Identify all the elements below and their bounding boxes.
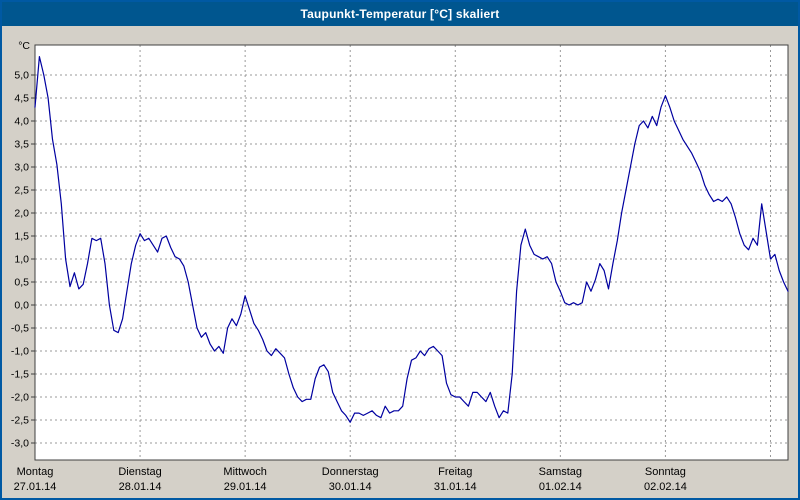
svg-text:Sonntag: Sonntag [645, 466, 686, 478]
svg-text:Dienstag: Dienstag [118, 466, 161, 478]
svg-text:02.02.14: 02.02.14 [644, 481, 687, 493]
svg-text:4,0: 4,0 [14, 116, 29, 128]
svg-text:-2,0: -2,0 [11, 392, 29, 404]
svg-text:Montag: Montag [17, 466, 54, 478]
svg-text:-2,5: -2,5 [11, 415, 29, 427]
svg-text:1,0: 1,0 [14, 254, 29, 266]
svg-text:Mittwoch: Mittwoch [223, 466, 266, 478]
svg-text:Donnerstag: Donnerstag [322, 466, 379, 478]
window-titlebar: Taupunkt-Temperatur [°C] skaliert [2, 2, 798, 26]
svg-text:27.01.14: 27.01.14 [14, 481, 57, 493]
svg-text:-1,5: -1,5 [11, 369, 29, 381]
svg-text:3,5: 3,5 [14, 139, 29, 151]
chart-area: 5,0 4,5 4,0 3,5 3,0 2,5 2,0 1,5 1,0 0,5 0,0 -0,5 -1,… [2, 26, 798, 498]
svg-text:3,0: 3,0 [14, 162, 29, 174]
svg-text:1,5: 1,5 [14, 231, 29, 243]
svg-text:5,0: 5,0 [14, 70, 29, 82]
svg-text:28.01.14: 28.01.14 [119, 481, 162, 493]
svg-text:29.01.14: 29.01.14 [224, 481, 267, 493]
svg-text:2,5: 2,5 [14, 185, 29, 197]
svg-text:2,0: 2,0 [14, 208, 29, 220]
svg-text:01.02.14: 01.02.14 [539, 481, 582, 493]
svg-text:Samstag: Samstag [539, 466, 582, 478]
svg-text:°C: °C [18, 40, 30, 52]
svg-text:4,5: 4,5 [14, 93, 29, 105]
svg-text:-3,0: -3,0 [11, 438, 29, 450]
svg-text:Freitag: Freitag [438, 466, 472, 478]
svg-text:30.01.14: 30.01.14 [329, 481, 372, 493]
svg-text:0,5: 0,5 [14, 277, 29, 289]
window-title: Taupunkt-Temperatur [°C] skaliert [300, 7, 500, 21]
svg-text:-1,0: -1,0 [11, 346, 29, 358]
svg-text:0,0: 0,0 [14, 300, 29, 312]
svg-text:-0,5: -0,5 [11, 323, 29, 335]
chart-canvas: 5,0 4,5 4,0 3,5 3,0 2,5 2,0 1,5 1,0 0,5 0,0 -0,5 -1,… [11, 40, 789, 493]
svg-text:31.01.14: 31.01.14 [434, 481, 477, 493]
